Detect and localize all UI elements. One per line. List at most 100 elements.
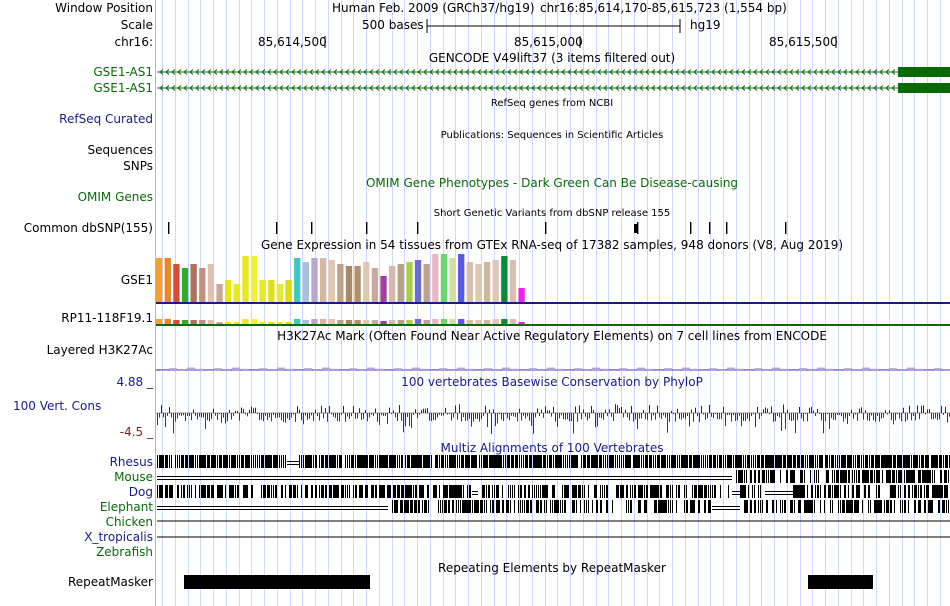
h3k27ac-signal	[763, 369, 771, 371]
refseq-label[interactable]: RefSeq Curated	[59, 112, 153, 126]
alignment-block	[834, 470, 835, 483]
publications-label-sequences[interactable]: Sequences	[87, 143, 153, 157]
phylop-bar	[325, 408, 326, 413]
gtex-title[interactable]: Gene Expression in 54 tissues from GTEx …	[260, 238, 844, 252]
omim-title[interactable]: OMIM Gene Phenotypes - Dark Green Can Be…	[365, 176, 739, 190]
dbsnp-label[interactable]: Common dbSNP(155)	[23, 221, 153, 235]
alignment-block	[878, 470, 880, 483]
alignment-block	[812, 500, 813, 513]
h3k27ac-signal	[304, 368, 312, 371]
gene-strand-arrow	[417, 69, 422, 75]
alignment-block	[811, 485, 813, 498]
publications-label-snps[interactable]: SNPs	[123, 159, 153, 173]
phylop-bar	[263, 413, 264, 422]
phylop-bar	[469, 413, 470, 419]
gene-strand-arrow	[729, 85, 734, 91]
phylop-bar	[181, 413, 182, 416]
alignment-block	[189, 485, 190, 498]
position-readout[interactable]: chr16:85,614,170-85,615,723 (1,554 bp)	[540, 1, 787, 15]
alignment-block	[281, 455, 282, 468]
phylop-bar	[233, 413, 234, 416]
h3k27ac-signal	[313, 369, 321, 371]
alignment-block	[729, 455, 731, 468]
publications-title[interactable]: Publications: Sequences in Scientific Ar…	[440, 130, 664, 141]
multiz-species-label[interactable]: Rhesus	[109, 455, 153, 469]
multiz-title[interactable]: Multiz Alignments of 100 Vertebrates	[440, 441, 664, 455]
gencode-item-label[interactable]: GSE1-AS1	[93, 65, 153, 79]
alignment-block	[510, 485, 511, 498]
h3k27ac-signal	[214, 368, 222, 371]
alignment-block	[307, 485, 308, 498]
phylop-title[interactable]: 100 vertebrates Basewise Conservation by…	[401, 375, 703, 389]
phylop-bar	[229, 409, 230, 413]
alignment-block	[677, 455, 678, 468]
gene-strand-arrow	[669, 85, 674, 91]
omim-label[interactable]: OMIM Genes	[77, 190, 153, 204]
phylop-bar	[393, 410, 394, 413]
alignment-block	[934, 470, 935, 483]
gene-strand-arrow	[177, 85, 182, 91]
multiz-species-label[interactable]: X_tropicalis	[84, 530, 153, 544]
gtex-gene-label[interactable]: GSE1	[120, 273, 153, 287]
alignment-block	[554, 485, 555, 498]
phylop-bar	[245, 413, 246, 415]
alignment-block	[815, 455, 816, 468]
alignment-block	[878, 500, 880, 513]
phylop-bar	[217, 413, 218, 420]
gtex-gene-label[interactable]: RP11-118F19.1	[61, 311, 153, 325]
phylop-bar	[157, 413, 158, 426]
alignment-block	[942, 485, 943, 498]
alignment-block	[325, 455, 327, 468]
alignment-block	[835, 455, 836, 468]
gene-strand-arrow	[813, 85, 818, 91]
multiz-species-label[interactable]: Elephant	[99, 500, 153, 514]
repeatmasker-title[interactable]: Repeating Elements by RepeatMasker	[438, 561, 666, 575]
dbsnp-title[interactable]: Short Genetic Variants from dbSNP releas…	[433, 208, 671, 219]
alignment-block	[311, 485, 313, 498]
alignment-block	[209, 455, 210, 468]
gene-strand-arrow	[585, 69, 590, 75]
h3k27ac-signal	[358, 369, 366, 371]
alignment-block	[157, 485, 158, 498]
gtex-bar	[371, 268, 379, 302]
alignment-block	[523, 455, 524, 468]
phylop-label[interactable]: 100 Vert. Cons	[13, 399, 102, 413]
phylop-bar	[701, 406, 702, 413]
alignment-block	[267, 455, 269, 468]
gene-strand-arrow	[453, 69, 458, 75]
alignment-block	[721, 455, 722, 468]
alignment-block	[277, 455, 278, 468]
multiz-species-label[interactable]: Chicken	[105, 515, 153, 529]
assembly-label: Human Feb. 2009 (GRCh37/hg19)	[332, 1, 535, 15]
phylop-bar	[183, 413, 184, 416]
h3k27ac-label[interactable]: Layered H3K27Ac	[46, 343, 153, 357]
gene-strand-arrow	[555, 69, 560, 75]
multiz-species-label[interactable]: Dog	[128, 485, 153, 499]
phylop-bar	[165, 413, 166, 428]
repeatmasker-label[interactable]: RepeatMasker	[67, 575, 153, 589]
alignment-block	[644, 500, 646, 513]
gene-strand-arrow	[243, 85, 248, 91]
multiz-species-label[interactable]: Mouse	[114, 470, 153, 484]
alignment-block	[708, 485, 709, 498]
gene-strand-arrow	[225, 69, 230, 75]
alignment-block	[247, 485, 248, 498]
multiz-species-label[interactable]: Zebrafish	[96, 545, 153, 559]
gene-strand-arrow	[687, 69, 692, 75]
gtex-bar	[337, 264, 344, 302]
phylop-bar	[433, 413, 434, 420]
h3k27ac-signal	[871, 368, 879, 371]
gencode-item-label[interactable]: GSE1-AS1	[93, 81, 153, 95]
alignment-block	[807, 455, 808, 468]
h3k27ac-title[interactable]: H3K27Ac Mark (Often Found Near Active Re…	[277, 329, 827, 343]
alignment-block	[165, 455, 167, 468]
phylop-bar	[221, 413, 222, 423]
gene-strand-arrow	[477, 69, 482, 75]
gencode-title[interactable]: GENCODE V49lift37 (3 items filtered out)	[428, 51, 676, 65]
gene-strand-arrow	[645, 69, 650, 75]
phylop-bar	[407, 413, 408, 417]
gene-strand-arrow	[777, 69, 782, 75]
refseq-title[interactable]: RefSeq genes from NCBI	[490, 98, 614, 109]
